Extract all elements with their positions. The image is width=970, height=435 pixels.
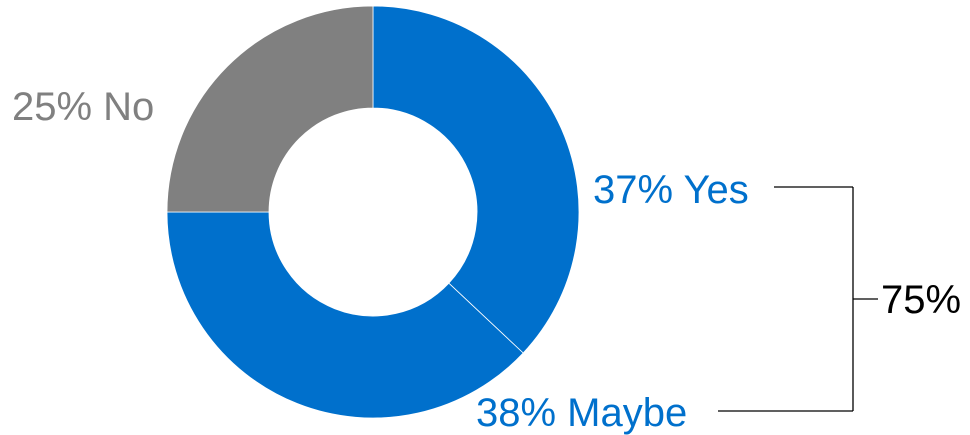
donut-slice-no xyxy=(166,5,374,213)
group-total-label: 75% xyxy=(881,278,961,322)
donut-slice-maybe xyxy=(166,211,524,419)
slice-label-yes: 37% Yes xyxy=(593,168,749,212)
slice-label-no: 25% No xyxy=(12,85,154,129)
slice-label-maybe: 38% Maybe xyxy=(476,391,687,435)
group-bracket xyxy=(718,186,878,412)
slices-group xyxy=(166,5,580,419)
donut-slice-yes xyxy=(372,5,580,354)
